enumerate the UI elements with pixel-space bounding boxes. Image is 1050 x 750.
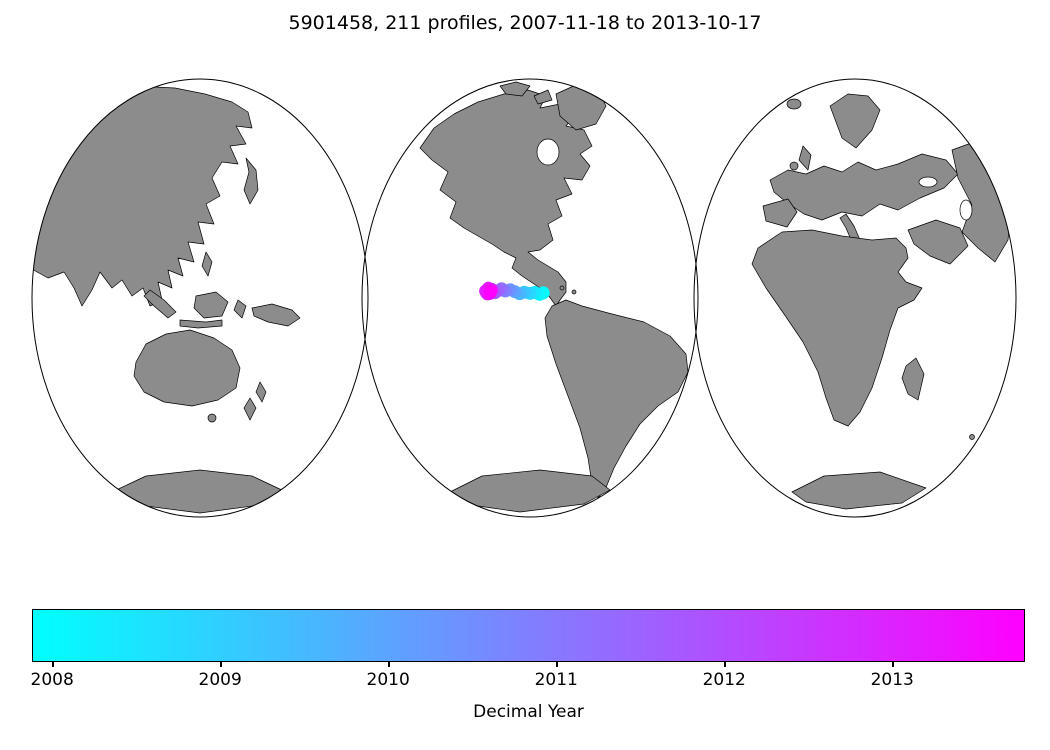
caspian-sea	[959, 199, 973, 221]
land-europe	[769, 153, 959, 221]
colorbar-tick-label: 2010	[366, 670, 410, 690]
land-south-america	[544, 299, 689, 499]
land-caribbean-2	[571, 289, 577, 295]
world-map	[31, 78, 1017, 518]
profile-points	[479, 281, 550, 301]
colorbar-tick	[52, 662, 54, 667]
colorbar-tick	[892, 662, 894, 667]
land-sumatra	[143, 289, 177, 319]
land-japan	[243, 157, 259, 205]
hudson-bay	[536, 138, 560, 166]
land-iberia	[762, 198, 798, 228]
land-africa	[751, 229, 923, 427]
land-arctic-island-2	[533, 89, 553, 105]
colorbar-tick-label: 2012	[702, 670, 746, 690]
land-borneo	[193, 291, 229, 319]
black-sea	[918, 176, 938, 188]
land-britain	[798, 145, 812, 171]
colorbar-tick	[220, 662, 222, 667]
lobe-middle-land	[419, 81, 689, 513]
land-arabia	[907, 219, 969, 265]
lobe-left-land	[32, 85, 301, 514]
colorbar-tick-label: 2008	[30, 670, 74, 690]
lobe-left-outline	[31, 78, 369, 518]
colorbar-tick	[556, 662, 558, 667]
colorbar-tick-label: 2013	[870, 670, 914, 690]
colorbar-tick-label: 2011	[534, 670, 578, 690]
land-ireland	[789, 161, 799, 171]
land-australia	[133, 329, 241, 407]
landmasses	[32, 81, 1013, 514]
land-new-zealand-north	[255, 381, 267, 403]
land-small-island	[969, 434, 975, 440]
profile-point	[483, 285, 497, 299]
colorbar-tick	[388, 662, 390, 667]
lobe-right-land	[751, 93, 1013, 510]
land-scandinavia	[829, 93, 881, 149]
land-new-guinea	[251, 303, 301, 327]
land-tasmania	[207, 413, 217, 423]
colorbar-tick-label: 2009	[198, 670, 242, 690]
land-caribbean-1	[559, 285, 565, 291]
land-madagascar	[901, 357, 925, 401]
colorbar	[32, 609, 1025, 662]
lobe-middle-outline	[361, 78, 699, 518]
land-new-zealand-south	[243, 397, 257, 421]
land-antarctica-right	[791, 471, 927, 510]
colorbar-axis-label: Decimal Year	[473, 702, 584, 722]
land-antarctica-middle	[445, 469, 611, 513]
land-java	[179, 319, 223, 329]
land-sulawesi	[233, 299, 247, 319]
land-arctic-island-1	[499, 81, 531, 97]
land-iceland	[786, 98, 802, 110]
land-philippines	[201, 251, 213, 277]
map-lobes-outline	[31, 78, 1017, 518]
land-asia	[32, 85, 253, 307]
colorbar-tick	[724, 662, 726, 667]
lobe-right-outline	[693, 78, 1017, 518]
chart-title: 5901458, 211 profiles, 2007-11-18 to 201…	[288, 12, 762, 34]
